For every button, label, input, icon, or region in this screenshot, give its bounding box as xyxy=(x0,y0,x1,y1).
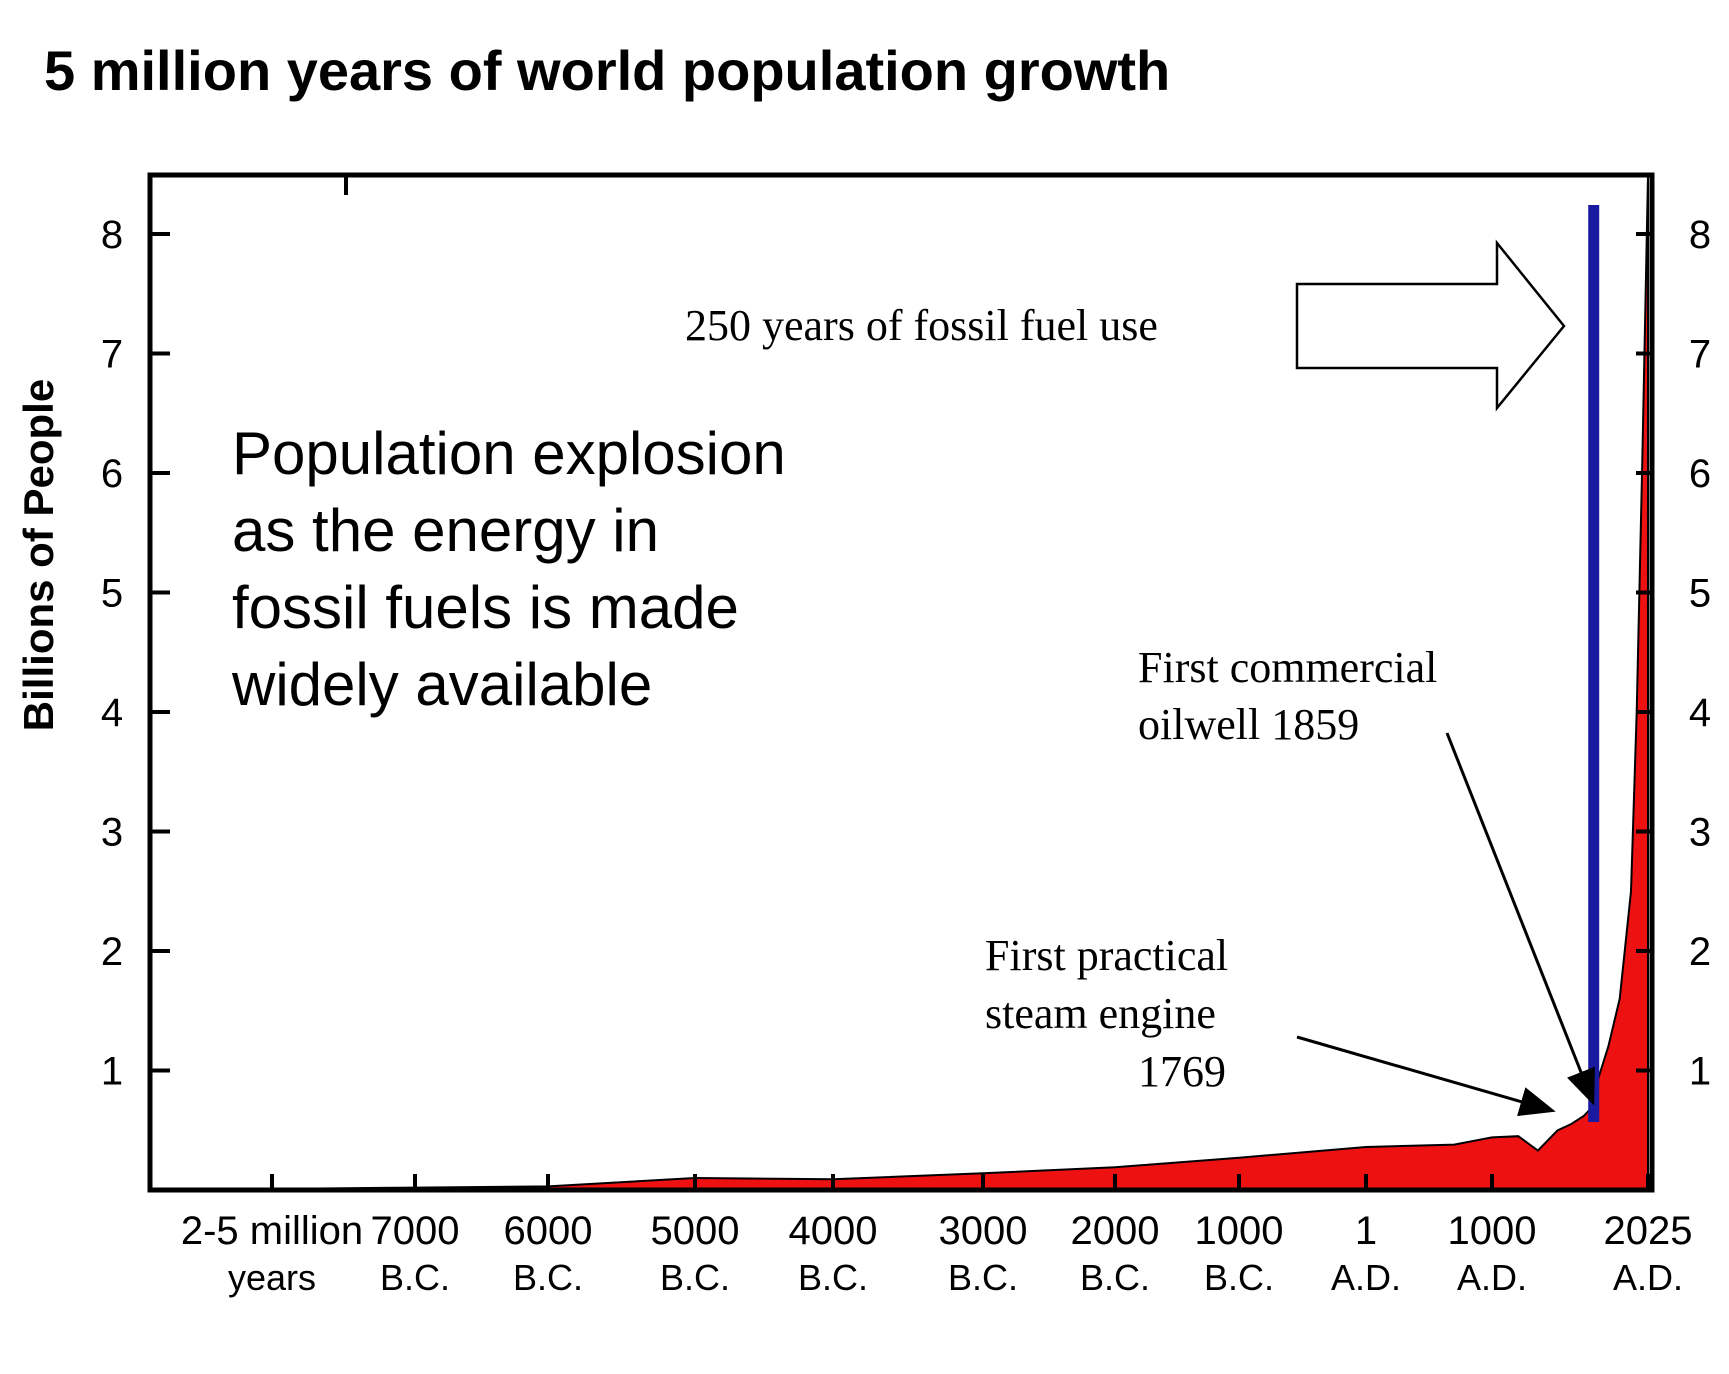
explosion-note-line: as the energy in xyxy=(232,497,659,564)
x-tick-label-era: B.C. xyxy=(660,1257,730,1298)
y-tick-label: 4 xyxy=(101,691,123,735)
y-tick-label-right: 2 xyxy=(1689,930,1711,974)
oilwell-note-line: oilwell 1859 xyxy=(1138,700,1359,749)
x-tick-label: 5000 xyxy=(651,1209,740,1253)
steam-note-line: steam engine xyxy=(985,989,1216,1038)
x-tick-label-era: B.C. xyxy=(513,1257,583,1298)
steam-engine-annotation: First practical steam engine 1769 xyxy=(985,931,1228,1096)
x-tick-label: 3000 xyxy=(939,1209,1028,1253)
y-tick-label-right: 6 xyxy=(1689,452,1711,496)
explosion-annotation: Population explosion as the energy in foss… xyxy=(231,420,786,718)
population-area-series xyxy=(154,174,1649,1191)
fossil-fuel-annotation: 250 years of fossil fuel use xyxy=(685,301,1158,350)
fossil-fuel-arrow xyxy=(1295,239,1566,412)
y-tick-label-right: 8 xyxy=(1689,213,1711,257)
x-tick-label: 7000 xyxy=(371,1209,460,1253)
explosion-note-line: fossil fuels is made xyxy=(232,574,739,641)
y-tick-label-right: 5 xyxy=(1689,572,1711,616)
explosion-note-line: widely available xyxy=(231,651,652,718)
x-tick-label-era: B.C. xyxy=(1080,1257,1150,1298)
y-tick-label: 3 xyxy=(101,811,123,855)
x-tick-label-era: years xyxy=(228,1257,316,1298)
x-tick-label: 6000 xyxy=(504,1209,593,1253)
x-tick-label: 1000 xyxy=(1448,1209,1537,1253)
y-tick-label-right: 3 xyxy=(1689,811,1711,855)
x-tick-label-era: B.C. xyxy=(380,1257,450,1298)
x-tick-label: 2025 xyxy=(1604,1209,1693,1253)
x-tick-label-era: B.C. xyxy=(798,1257,868,1298)
explosion-note-line: Population explosion xyxy=(232,420,786,487)
x-tick-label: 2000 xyxy=(1071,1209,1160,1253)
x-tick-label-era: A.D. xyxy=(1331,1257,1401,1298)
plot-frame xyxy=(147,172,1655,1193)
x-tick-label: 1000 xyxy=(1195,1209,1284,1253)
y-tick-label: 5 xyxy=(101,572,123,616)
x-tick-label: 4000 xyxy=(789,1209,878,1253)
y-tick-label: 2 xyxy=(101,930,123,974)
oilwell-note-line: First commercial xyxy=(1138,643,1437,692)
x-tick-label-era: A.D. xyxy=(1457,1257,1527,1298)
x-tick-label-era: A.D. xyxy=(1613,1257,1683,1298)
steam-note-line: First practical xyxy=(985,931,1228,980)
chart-title: 5 million years of world population grow… xyxy=(44,39,1171,102)
y-tick-label-right: 4 xyxy=(1689,691,1711,735)
x-tick-label-era: B.C. xyxy=(1204,1257,1274,1298)
x-tick-label-era: B.C. xyxy=(948,1257,1018,1298)
y-tick-label: 8 xyxy=(101,213,123,257)
oilwell-arrow xyxy=(1445,732,1595,1106)
steam-engine-arrow xyxy=(1296,1035,1556,1117)
oilwell-annotation: First commercial oilwell 1859 xyxy=(1138,643,1437,749)
y-tick-label: 6 xyxy=(101,452,123,496)
x-tick-label: 2-5 million xyxy=(181,1209,363,1253)
steam-note-line: 1769 xyxy=(1138,1047,1226,1096)
y-tick-label: 7 xyxy=(101,333,123,377)
y-tick-label: 1 xyxy=(101,1050,123,1094)
y-tick-label-right: 1 xyxy=(1689,1050,1711,1094)
x-tick-label: 1 xyxy=(1355,1209,1377,1253)
y-tick-label-right: 7 xyxy=(1689,333,1711,377)
